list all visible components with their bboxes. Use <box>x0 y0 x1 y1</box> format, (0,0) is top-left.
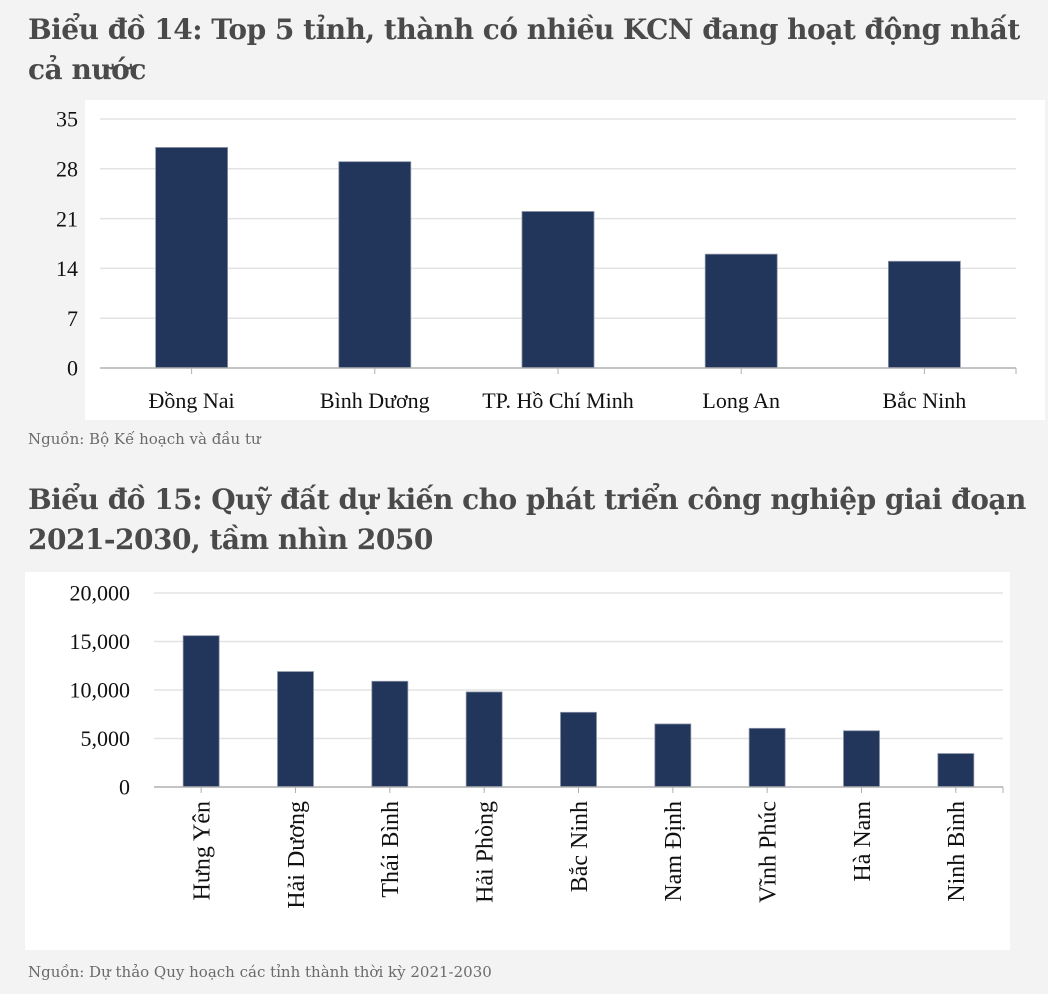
x-tick-label: Hải Phòng <box>473 801 499 903</box>
y-tick-label: 28 <box>56 157 78 182</box>
y-tick-label: 21 <box>56 206 78 231</box>
x-tick-label: Vĩnh Phúc <box>756 801 782 903</box>
x-tick-label: Long An <box>702 388 780 413</box>
bar <box>748 727 786 788</box>
chart2-title-line2: 2021-2030, tầm nhìn 2050 <box>28 523 433 556</box>
chart1-plot: 0 7 14 21 28 35 Đồng Nai Bình Dương TP. Hồ Chí M… <box>56 107 1017 413</box>
bar <box>654 723 692 788</box>
y-tick-label: 35 <box>56 107 78 132</box>
x-tick-label: Bình Dương <box>320 388 430 413</box>
chart1-title: Biểu đồ 14: Top 5 tỉnh, thành có nhiều K… <box>28 10 1020 90</box>
y-tick-label: 5,000 <box>81 726 131 751</box>
chart1-title-line1: Biểu đồ 14: Top 5 tỉnh, thành có nhiều K… <box>28 13 1020 46</box>
bar <box>560 711 597 788</box>
chart2-source: Nguồn: Dự thảo Quy hoạch các tỉnh thành … <box>28 963 492 981</box>
y-tick-label: 20,000 <box>70 581 131 606</box>
bar <box>465 691 503 788</box>
bar <box>371 680 409 788</box>
chart1-source: Nguồn: Bộ Kế hoạch và đầu tư <box>28 430 261 448</box>
x-tick-label: Nam Định <box>661 801 687 902</box>
x-tick-label: Hưng Yên <box>190 801 216 900</box>
y-tick-label: 10,000 <box>70 678 131 703</box>
bar <box>338 161 412 369</box>
x-tick-label: Bắc Ninh <box>883 388 967 413</box>
y-tick-label: 0 <box>67 356 78 381</box>
chart2-title-line1: Biểu đồ 15: Quỹ đất dự kiến cho phát tri… <box>28 483 1026 516</box>
y-tick-label: 0 <box>119 775 130 800</box>
x-tick-label: TP. Hồ Chí Minh <box>482 388 634 413</box>
x-tick-label: Bắc Ninh <box>567 801 593 892</box>
chart1-title-line2: cả nước <box>28 53 146 86</box>
bar <box>277 671 314 788</box>
bar <box>704 253 778 369</box>
x-tick-label: Thái Bình <box>378 801 404 898</box>
bar <box>155 147 229 369</box>
x-tick-label: Đồng Nai <box>149 388 235 413</box>
y-tick-label: 15,000 <box>70 629 131 654</box>
x-tick-label: Hải Dương <box>284 801 310 909</box>
bar <box>521 211 595 369</box>
bar <box>843 730 880 788</box>
y-tick-label: 14 <box>56 256 78 281</box>
chart2-title: Biểu đồ 15: Quỹ đất dự kiến cho phát tri… <box>28 480 1026 560</box>
y-tick-label: 7 <box>67 306 78 331</box>
x-tick-label: Ninh Bình <box>944 801 970 902</box>
bar <box>182 635 220 788</box>
chart2-plot: 0 5,000 10,000 15,000 20,000 Hưng Yên Hải Dươn… <box>70 581 1004 909</box>
bar <box>888 260 961 369</box>
bar <box>937 753 975 788</box>
x-tick-label: Hà Nam <box>850 801 876 882</box>
